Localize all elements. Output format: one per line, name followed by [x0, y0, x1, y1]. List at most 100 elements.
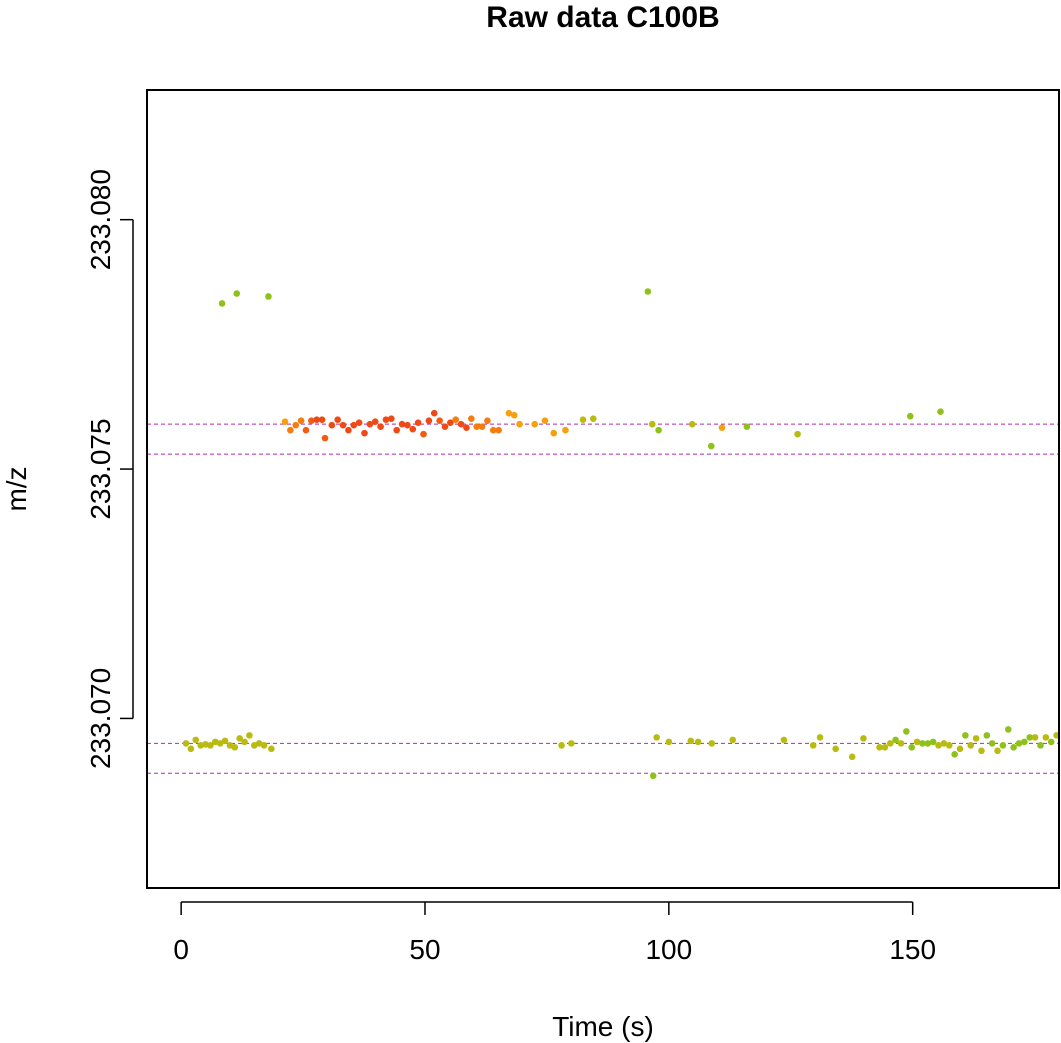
data-point: [832, 745, 839, 753]
data-point: [287, 426, 294, 434]
data-point: [892, 736, 899, 744]
x-tick-label: 50: [409, 934, 440, 965]
data-point: [908, 744, 916, 751]
data-point: [318, 416, 326, 423]
data-point: [1004, 726, 1012, 733]
data-point: [567, 740, 575, 747]
data-point: [268, 745, 275, 753]
data-point: [425, 417, 433, 424]
data-point: [935, 742, 942, 749]
data-point: [236, 735, 243, 742]
data-point: [478, 423, 486, 430]
data-point: [452, 416, 460, 423]
data-point: [233, 290, 241, 297]
data-point: [265, 293, 272, 300]
plot-frame: [146, 89, 1060, 889]
data-point: [655, 426, 662, 434]
data-point: [371, 418, 379, 425]
data-point: [1010, 744, 1017, 751]
data-point: [495, 426, 502, 434]
data-point: [302, 426, 310, 434]
data-point: [361, 429, 368, 437]
data-point: [876, 744, 883, 751]
data-point: [937, 408, 944, 415]
data-point: [1026, 734, 1034, 741]
data-point: [241, 738, 248, 746]
chart-title: Raw data C100B: [486, 1, 719, 34]
data-point: [366, 420, 374, 428]
data-point: [468, 415, 475, 422]
data-point: [924, 740, 932, 747]
data-point: [816, 734, 824, 741]
data-point: [216, 740, 224, 747]
data-point: [972, 735, 980, 742]
x-axis: 0 50 100 150: [173, 901, 936, 965]
data-point: [962, 732, 969, 739]
data-point: [809, 742, 817, 749]
data-point: [729, 736, 737, 744]
y-tick-label: 233.075: [85, 418, 116, 519]
data-point: [218, 300, 226, 307]
x-axis-label: Time (s): [552, 1011, 654, 1042]
data-point: [708, 740, 716, 747]
data-point: [404, 421, 411, 429]
reference-lines: [147, 423, 1059, 774]
data-point: [388, 415, 395, 422]
data-point: [182, 740, 190, 747]
data-point: [860, 735, 867, 742]
data-point: [1021, 738, 1028, 746]
data-point: [1047, 738, 1055, 746]
data-point: [694, 738, 702, 746]
data-point: [848, 753, 856, 761]
data-point: [334, 416, 341, 423]
data-point: [780, 736, 788, 744]
data-point: [589, 415, 597, 422]
data-point: [903, 728, 910, 735]
data-point: [983, 732, 991, 739]
data-point: [414, 419, 422, 426]
data-point: [313, 416, 321, 423]
data-point: [260, 742, 268, 749]
data-point: [951, 751, 958, 758]
data-point: [510, 411, 518, 419]
data-point: [420, 430, 427, 438]
data-point: [1042, 734, 1050, 741]
data-point: [929, 738, 937, 746]
data-point: [988, 740, 996, 747]
data-point: [457, 420, 465, 428]
data-point: [297, 417, 305, 424]
y-axis-label: m/z: [1, 466, 32, 511]
data-point: [648, 420, 656, 428]
data-point: [382, 416, 390, 423]
data-point: [409, 425, 417, 433]
data-point: [393, 426, 401, 434]
data-point: [644, 288, 652, 295]
data-point: [881, 744, 889, 751]
data-point: [579, 416, 587, 423]
data-point: [355, 419, 363, 426]
data-point: [207, 742, 214, 749]
data-point: [743, 423, 751, 430]
data-point: [398, 420, 406, 428]
data-point: [649, 772, 657, 780]
data-point: [292, 421, 300, 429]
data-point: [562, 426, 569, 434]
y-tick-label: 233.070: [85, 668, 116, 769]
x-tick-label: 100: [645, 934, 692, 965]
data-point: [463, 424, 470, 431]
x-tick-label: 0: [173, 934, 189, 965]
x-tick-label: 150: [889, 934, 936, 965]
y-axis: 233.070 233.075 233.080: [85, 169, 134, 769]
data-point: [447, 419, 454, 426]
data-point: [1015, 740, 1023, 747]
data-point: [688, 420, 696, 428]
data-point: [967, 742, 975, 749]
data-point: [665, 738, 673, 746]
data-point: [531, 420, 539, 428]
data-point: [945, 742, 953, 749]
data-point: [281, 418, 289, 425]
data-point: [505, 409, 513, 417]
data-point: [919, 740, 926, 747]
data-point: [707, 442, 715, 450]
data-point: [308, 417, 315, 424]
